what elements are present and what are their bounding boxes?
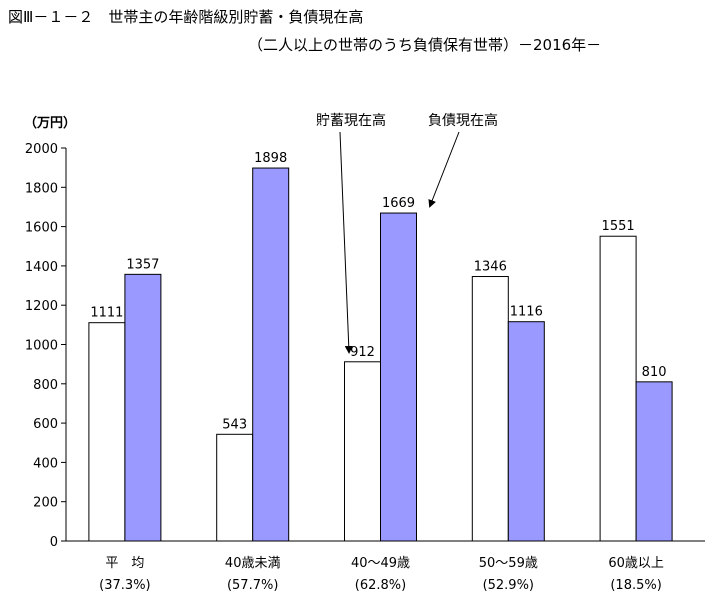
legend-debt-arrow: [428, 131, 460, 208]
bar-debt: [380, 212, 417, 542]
x-tick-label: 40歳未満: [225, 556, 281, 571]
data-label: 1111: [90, 306, 123, 321]
y-axis-label: （万円）: [24, 115, 76, 131]
legend-savings-arrow: [339, 131, 353, 354]
chart-subtitle: （二人以上の世帯のうち負債保有世帯）－2016年－: [248, 36, 602, 54]
y-tick-label: 0: [50, 535, 58, 550]
bar-debt: [635, 381, 673, 542]
data-label: 1551: [602, 219, 635, 234]
data-label: 912: [350, 345, 375, 360]
data-label: 1898: [254, 151, 287, 166]
bar-savings: [216, 433, 254, 542]
legend-debt-label: 負債現在高: [428, 112, 498, 129]
bar-savings: [88, 322, 126, 542]
x-tick-sublabel: (37.3%): [99, 578, 150, 593]
data-label: 1669: [382, 196, 415, 211]
y-tick-label: 600: [33, 417, 58, 432]
y-tick-label: 400: [33, 456, 58, 471]
x-tick-sublabel: (18.5%): [610, 578, 661, 593]
legend-savings-label: 貯蓄現在高: [316, 112, 386, 129]
data-label: 1346: [474, 260, 507, 275]
chart-title: 図Ⅲ－１－２ 世帯主の年齢階級別貯蓄・負債現在高: [8, 8, 364, 26]
bar-debt: [507, 321, 545, 542]
data-label: 1357: [126, 257, 159, 272]
y-tick-label: 200: [33, 496, 58, 511]
bar-savings: [471, 276, 509, 542]
x-tick-label: 平 均: [105, 556, 144, 571]
bar-savings: [599, 235, 637, 542]
x-tick-sublabel: (62.8%): [355, 578, 406, 593]
y-tick-label: 1200: [25, 299, 58, 314]
x-tick-label: 50～59歳: [479, 556, 538, 571]
x-tick-label: 60歳以上: [608, 556, 664, 571]
x-tick-sublabel: (57.7%): [227, 578, 278, 593]
data-label: 810: [642, 365, 667, 380]
x-tick-label: 40～49歳: [351, 556, 410, 571]
bar-debt: [252, 167, 290, 542]
data-label: 543: [222, 417, 247, 432]
x-tick-sublabel: (52.9%): [483, 578, 534, 593]
y-tick-label: 1600: [25, 221, 58, 236]
bar-savings: [344, 361, 381, 542]
y-tick-label: 1400: [25, 260, 58, 275]
y-tick-label: 2000: [25, 142, 58, 157]
y-tick-label: 1000: [25, 339, 58, 354]
y-tick-label: 800: [33, 378, 58, 393]
y-tick-label: 1800: [25, 181, 58, 196]
bar-debt: [124, 273, 162, 542]
data-label: 1116: [510, 305, 543, 320]
